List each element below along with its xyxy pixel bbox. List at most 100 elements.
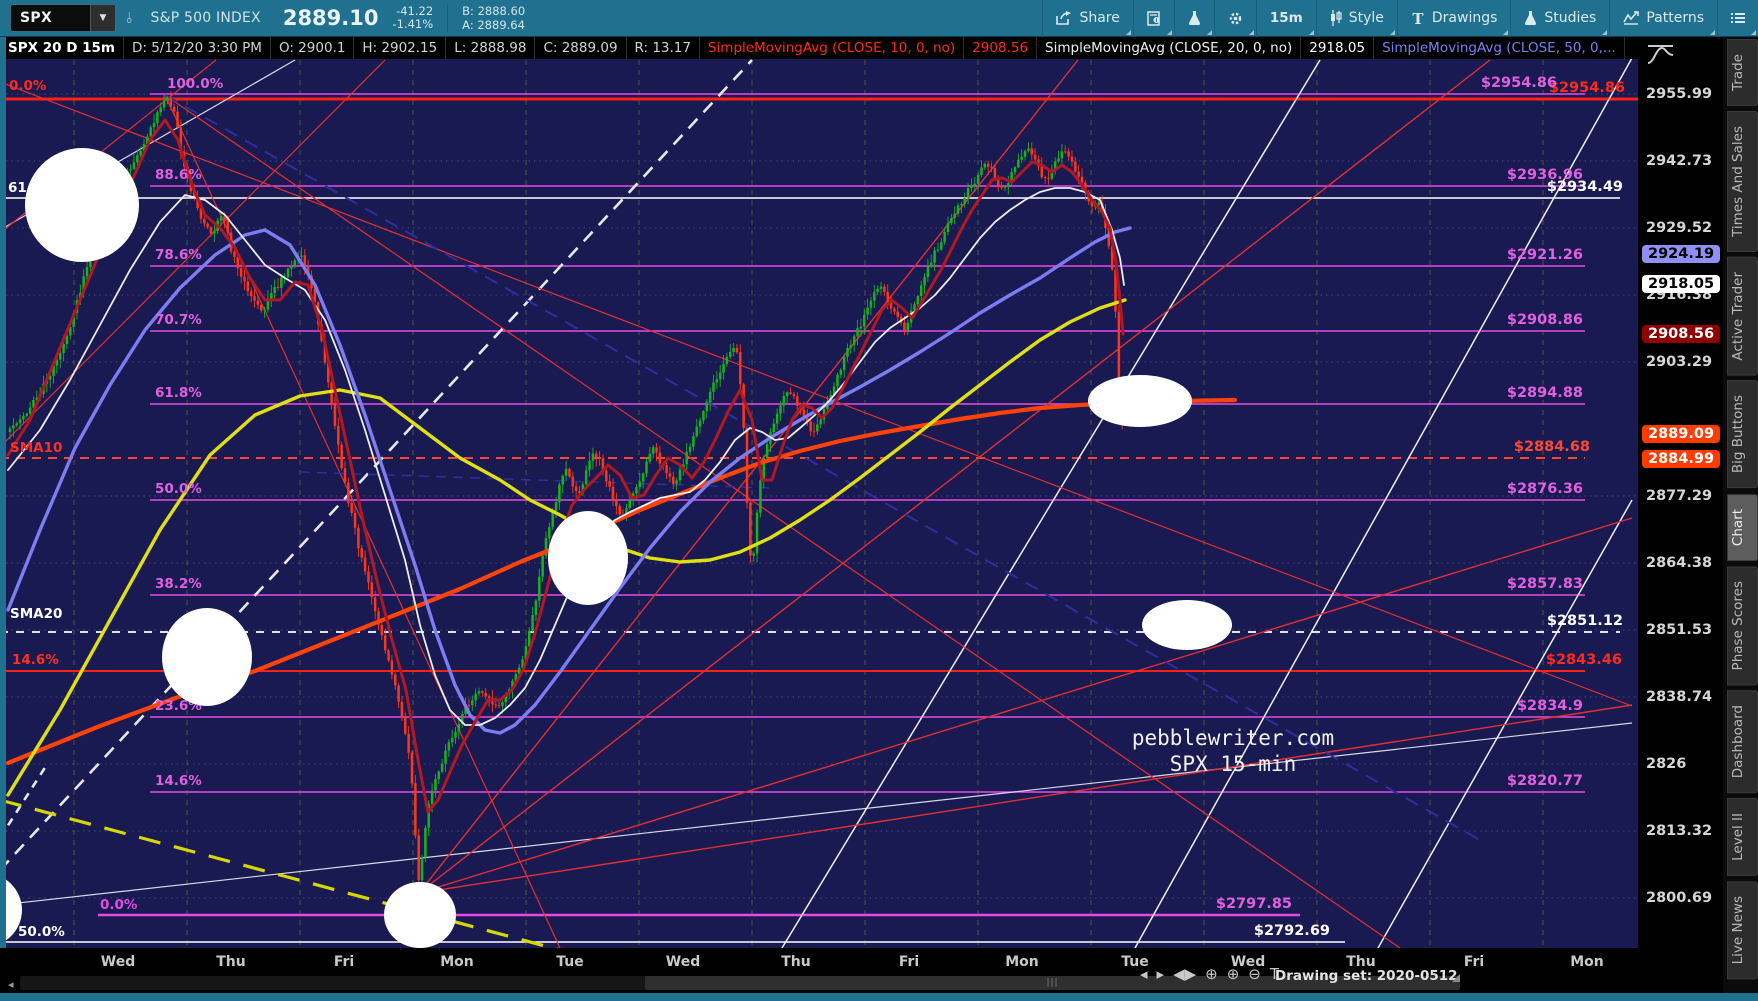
price-level-label: $2820.77 — [1507, 773, 1583, 789]
highlight-ellipse[interactable] — [548, 511, 628, 605]
date-label: Fri — [333, 954, 355, 970]
trendline — [164, 94, 1401, 948]
header-item-3: H: 2902.15 — [354, 37, 447, 59]
gear-button[interactable] — [1213, 0, 1256, 37]
time-axis-strip: Wed Thu Fri Mon Tue Wed Thu Fri Mon Tue Wed Thu Fri M… — [0, 948, 1638, 993]
axis-tick: 2877.29 — [1646, 488, 1713, 504]
highlight-ellipse[interactable] — [1088, 375, 1192, 427]
highlight-ellipse[interactable] — [25, 148, 139, 262]
fib-percent-label: 0.0% — [9, 78, 47, 94]
right-gadget-tabs: Trade Times And Sales Active Trader Big But… — [1723, 37, 1758, 993]
patterns-button[interactable]: Patterns — [1609, 0, 1717, 37]
sma10-crimson — [6, 118, 1125, 814]
axis-tick: 2864.38 — [1646, 555, 1713, 571]
tab-active-trader[interactable]: Active Trader — [1727, 256, 1758, 376]
price-level-label: $2934.49 — [1547, 179, 1623, 195]
highlight-ellipse[interactable] — [1142, 600, 1232, 650]
chevron-down-icon[interactable]: ▼ — [90, 5, 115, 31]
header-item-11[interactable]: SimpleMovingAvg (CLOSE, 50, 0,... — [1374, 37, 1625, 59]
15m-button[interactable]: 15m — [1255, 0, 1316, 37]
price-level-label: $2894.88 — [1507, 385, 1583, 401]
studies-button[interactable]: Studies — [1510, 0, 1609, 37]
zoom-in-icon[interactable]: ⊕ — [1226, 965, 1240, 983]
header-item-8[interactable]: 2908.56 — [964, 37, 1038, 59]
price-level-label: $2954.86 — [1549, 80, 1625, 96]
trendline — [781, 59, 1321, 948]
date-label: Thu — [781, 954, 811, 970]
header-item-9[interactable]: SimpleMovingAvg (CLOSE, 20, 0, no) — [1037, 37, 1302, 59]
price-level-label: $2908.86 — [1507, 312, 1583, 328]
menu-button[interactable] — [1717, 0, 1758, 37]
fib-percent-label: 50.0% — [18, 924, 65, 940]
trendline — [6, 83, 1633, 707]
drawings-button[interactable]: T Drawings — [1396, 0, 1511, 37]
drawing-set-selector[interactable]: Drawing set: 2020-0512 — [1275, 968, 1458, 984]
tab-chart[interactable]: Chart — [1727, 493, 1758, 561]
header-item-7[interactable]: SimpleMovingAvg (CLOSE, 10, 0, no) — [700, 37, 965, 59]
svg-text:i: i — [1155, 18, 1157, 24]
chart-nav-icons: ◂ ▸ ◀▶ ⊕ ⊕ ⊖ T — [1140, 965, 1279, 983]
date-label: Mon — [440, 954, 474, 970]
style-button[interactable]: Style — [1315, 0, 1397, 37]
text-icon: T — [1411, 11, 1425, 26]
flask-icon — [1188, 10, 1201, 26]
share-button[interactable]: Share — [1042, 0, 1132, 37]
resize-corner-icon[interactable] — [1452, 974, 1460, 982]
chart-scrollbar[interactable]: ||| — [20, 976, 1460, 990]
fit-width-icon[interactable]: ◀▶ — [1173, 965, 1197, 983]
price-level-label: $2851.12 — [1547, 613, 1623, 629]
trendline — [299, 471, 771, 489]
bid-ask: B: 2888.60 A: 2889.64 — [447, 4, 525, 32]
page-left-icon[interactable]: ◂ — [1140, 965, 1148, 983]
trendline — [418, 517, 1633, 894]
text-note-icon[interactable]: T — [1269, 965, 1280, 983]
candle-icon — [1330, 10, 1342, 26]
highlight-ellipse[interactable] — [384, 882, 456, 948]
symbol-dropdown[interactable]: SPX ▼ — [10, 4, 116, 32]
date-label: Mon — [1005, 954, 1039, 970]
chart-canvas[interactable]: 0.0%100.0%88.6%61.8%78.6%70.7%61.8%SMA10… — [6, 59, 1638, 948]
header-item-5: C: 2889.09 — [535, 37, 627, 59]
axis-tick: 2838.74 — [1646, 689, 1713, 705]
svg-text:T: T — [1412, 11, 1424, 26]
trendline — [6, 59, 386, 442]
scrollbar-thumb[interactable]: ||| — [645, 976, 1460, 990]
axis-scale-icon[interactable] — [1646, 43, 1676, 73]
price-badge: 2889.09 — [1642, 425, 1721, 443]
tab-dashboard[interactable]: Dashboard — [1727, 690, 1758, 794]
tab-level-ii[interactable]: Level II — [1727, 798, 1758, 877]
fib-percent-label: 38.2% — [155, 576, 202, 592]
fib-percent-label: 14.6% — [155, 773, 202, 789]
zoom-out-icon[interactable]: ⊖ — [1248, 965, 1261, 983]
date-label: Wed — [100, 954, 136, 970]
tab-times-and-sales[interactable]: Times And Sales — [1727, 110, 1758, 252]
price-level-label: $2834.9 — [1517, 698, 1583, 714]
date-label: Mon — [1570, 954, 1604, 970]
header-item-10[interactable]: 2918.05 — [1301, 37, 1375, 59]
tab-trade[interactable]: Trade — [1727, 39, 1758, 106]
page-right-icon[interactable]: ▸ — [1156, 965, 1165, 983]
price-axis[interactable]: 2955.99 2942.73 2929.52 2916.38 2903.29 2877.… — [1638, 37, 1723, 993]
flask-button[interactable] — [1173, 0, 1214, 37]
highlight-ellipse[interactable] — [6, 872, 22, 948]
globe-icon[interactable]: ⊕ — [1205, 965, 1218, 983]
header-item-2: O: 2900.1 — [271, 37, 355, 59]
date-label: Tue — [1121, 954, 1149, 970]
top-toolbar: SPX ▼ ⫰ S&P 500 INDEX 2889.10 -41.22 -1.4… — [0, 0, 1758, 37]
date-label: Thu — [1346, 954, 1376, 970]
highlight-ellipse[interactable] — [162, 608, 252, 706]
axis-tick: 2903.29 — [1646, 354, 1713, 370]
axis-tick: 2955.99 — [1646, 86, 1713, 102]
tab-phase-scores[interactable]: Phase Scores — [1727, 565, 1758, 686]
tab-big-buttons[interactable]: Big Buttons — [1727, 380, 1758, 489]
trendline — [418, 59, 1491, 894]
tab-live-news[interactable]: Live News — [1727, 881, 1758, 980]
price-level-label: $2797.85 — [1216, 896, 1292, 912]
price-level-label: $2792.69 — [1254, 923, 1330, 939]
scroll-left-icon[interactable]: ◂ — [8, 978, 14, 991]
link-icon[interactable]: ⫰ — [126, 9, 133, 27]
note-button[interactable]: i — [1132, 0, 1174, 37]
menu-icon — [1731, 12, 1745, 24]
watermark-line1: pebblewriter.com — [1132, 726, 1334, 750]
